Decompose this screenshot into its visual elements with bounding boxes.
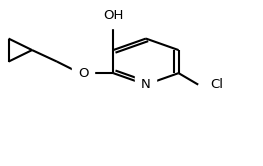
- Text: N: N: [141, 78, 151, 91]
- Text: O: O: [78, 67, 88, 80]
- Text: OH: OH: [103, 9, 123, 22]
- Text: Cl: Cl: [210, 78, 223, 91]
